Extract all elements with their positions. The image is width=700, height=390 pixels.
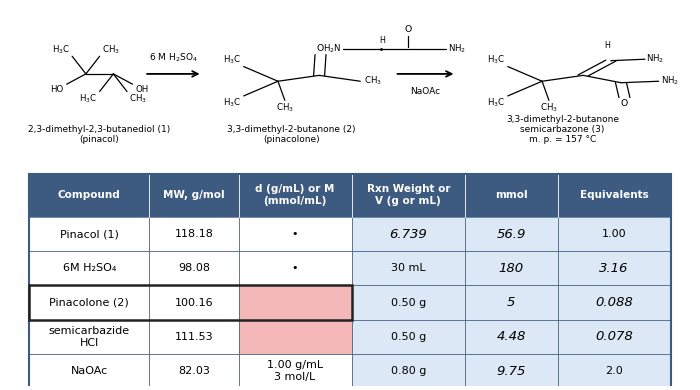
Bar [465,320,557,354]
Bar [351,354,465,388]
Text: 6.739: 6.739 [389,228,427,241]
Text: OH: OH [136,85,149,94]
Text: H$_3$C: H$_3$C [223,53,242,66]
Text: 82.03: 82.03 [178,366,210,376]
Text: H$_3$C: H$_3$C [487,53,505,66]
Text: 1.00 g/mL
3 mol/L: 1.00 g/mL 3 mol/L [267,360,323,382]
Bar [239,285,351,320]
Bar [149,217,239,251]
Text: NH$_2$: NH$_2$ [661,75,679,87]
Text: 4.48: 4.48 [496,330,526,343]
Text: 0.088: 0.088 [595,296,633,309]
Text: 3,3-dimethyl-2-butanone (2)
(pinacolone): 3,3-dimethyl-2-butanone (2) (pinacolone) [228,125,356,144]
Text: Pinacol (1): Pinacol (1) [60,229,119,239]
Text: H: H [379,35,385,44]
Bar [557,354,671,388]
Text: Rxn Weight or
V (g or mL): Rxn Weight or V (g or mL) [367,184,450,206]
Bar [465,285,557,320]
Text: d (g/mL) or M
(mmol/mL): d (g/mL) or M (mmol/mL) [256,184,335,206]
Text: CH$_3$: CH$_3$ [102,43,120,55]
Bar [351,251,465,285]
Text: 100.16: 100.16 [174,298,214,308]
Text: 2.0: 2.0 [606,366,623,376]
Bar [239,251,351,285]
Text: CH$_3$: CH$_3$ [129,92,147,105]
Bar [465,251,557,285]
Text: NaOAc: NaOAc [71,366,108,376]
Bar [29,217,149,251]
Bar [465,217,557,251]
Text: CH$_3$: CH$_3$ [364,75,382,87]
Bar [149,285,239,320]
Bar [149,320,239,354]
Bar [29,285,149,320]
Text: •: • [292,263,298,273]
Text: 111.53: 111.53 [174,332,214,342]
Text: 5: 5 [507,296,515,309]
Bar [557,251,671,285]
Bar [149,354,239,388]
Bar [351,217,465,251]
Text: H$_3$C: H$_3$C [79,92,97,105]
Text: H$_3$C: H$_3$C [223,97,242,109]
Text: 9.75: 9.75 [496,365,526,378]
Bar [239,320,351,354]
Bar [557,217,671,251]
Text: Compound: Compound [58,190,120,200]
Bar [29,285,351,320]
Text: NaOAc: NaOAc [410,87,440,96]
Bar [29,354,149,388]
Text: 6 M H$_2$SO$_4$: 6 M H$_2$SO$_4$ [149,51,198,64]
Text: HO: HO [50,85,63,94]
Text: 56.9: 56.9 [496,228,526,241]
Text: O: O [317,44,324,53]
Text: 30 mL: 30 mL [391,263,426,273]
Text: NH$_2$: NH$_2$ [448,43,466,55]
Text: 3.16: 3.16 [599,262,629,275]
Bar [465,354,557,388]
Bar [149,251,239,285]
Text: O: O [405,25,412,34]
Bar [29,251,149,285]
Text: 0.50 g: 0.50 g [391,298,426,308]
Text: mmol: mmol [495,190,528,200]
Text: 6M H₂SO₄: 6M H₂SO₄ [62,263,116,273]
Text: 180: 180 [498,262,524,275]
Text: 0.50 g: 0.50 g [391,332,426,342]
Text: semicarbazide
HCl: semicarbazide HCl [49,326,130,347]
Text: H$_2$N: H$_2$N [323,43,341,55]
Text: 118.18: 118.18 [174,229,214,239]
Text: 98.08: 98.08 [178,263,210,273]
Bar [29,174,671,217]
Bar [239,354,351,388]
Text: O: O [621,99,628,108]
Bar [557,320,671,354]
Text: CH$_3$: CH$_3$ [276,101,294,114]
Text: •: • [292,229,298,239]
Text: 0.80 g: 0.80 g [391,366,426,376]
Text: 0.078: 0.078 [595,330,633,343]
Bar [351,285,465,320]
Bar [557,285,671,320]
Text: H: H [604,41,610,50]
Text: MW, g/mol: MW, g/mol [163,190,225,200]
Text: Pinacolone (2): Pinacolone (2) [50,298,130,308]
Text: H$_3$C: H$_3$C [487,97,505,109]
Text: 3,3-dimethyl-2-butanone
semicarbazone (3)
m. p. = 157 °C: 3,3-dimethyl-2-butanone semicarbazone (3… [506,115,620,144]
Text: 2,3-dimethyl-2,3-butanediol (1)
(pinacol): 2,3-dimethyl-2,3-butanediol (1) (pinacol… [29,125,171,144]
Text: Equivalents: Equivalents [580,190,648,200]
Bar [239,217,351,251]
Text: 1.00: 1.00 [602,229,626,239]
Text: CH$_3$: CH$_3$ [540,101,558,114]
Bar [29,320,149,354]
Text: NH$_2$: NH$_2$ [646,53,664,66]
Bar [351,320,465,354]
Text: H$_3$C: H$_3$C [52,43,70,55]
